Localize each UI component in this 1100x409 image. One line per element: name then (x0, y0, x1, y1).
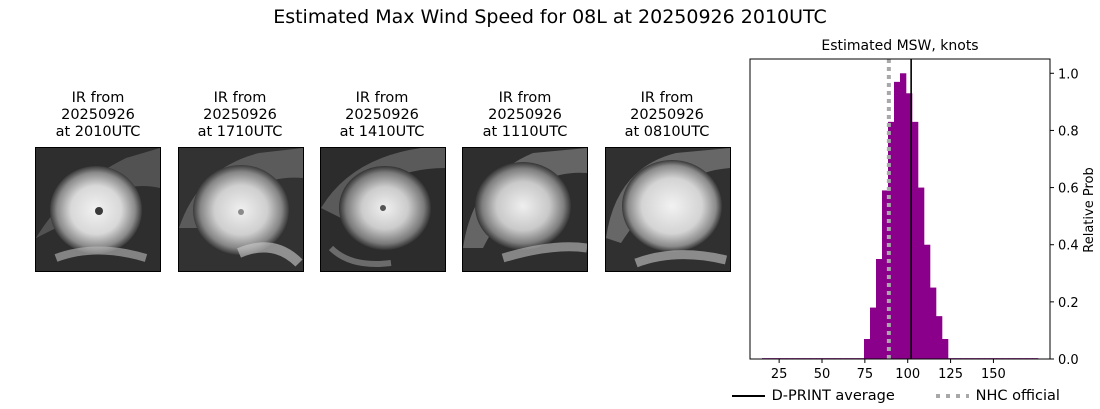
x-axis-ticks: 25 50 75 100 125 150 (771, 359, 1006, 382)
y-axis-ticks: 0.0 0.2 0.4 0.6 0.8 1.0 (1050, 67, 1079, 368)
histogram-bar (864, 339, 871, 359)
panel-label-2: IR from 20250926 at 1710UTC (197, 90, 283, 140)
x-tick-label: 75 (857, 367, 874, 382)
y-tick-label: 0.0 (1058, 353, 1079, 368)
x-tick-label: 100 (895, 367, 920, 382)
panel-label-5: IR from 20250926 at 0810UTC (624, 90, 710, 140)
histogram-bar (918, 187, 925, 359)
histogram-bar (942, 339, 949, 359)
histogram-bar (894, 81, 901, 359)
y-tick-label: 0.2 (1058, 296, 1079, 311)
y-tick-label: 0.4 (1058, 239, 1079, 254)
histogram-bar (882, 190, 889, 359)
x-tick-label: 125 (938, 367, 963, 382)
histogram-bar (888, 121, 895, 359)
panel-label-3: IR from 20250926 at 1410UTC (339, 90, 425, 140)
legend-dprint: D-PRINT average (731, 388, 895, 404)
histogram-bars (762, 73, 1039, 360)
histogram-bar (900, 73, 907, 360)
histogram-bar (906, 93, 913, 360)
y-tick-label: 0.6 (1058, 182, 1079, 197)
x-tick-label: 150 (981, 367, 1006, 382)
y-axis-label: Relative Prob (1082, 167, 1097, 252)
axes-frame (749, 58, 1051, 360)
panel-label-1: IR from 20250926 at 2010UTC (55, 90, 141, 140)
histogram-title: Estimated MSW, knots (821, 38, 978, 54)
satellite-ir-image-2 (178, 147, 304, 272)
y-tick-label: 0.8 (1058, 124, 1079, 139)
x-tick-label: 25 (771, 367, 788, 382)
satellite-ir-image-1 (35, 147, 161, 272)
histogram-bar (870, 307, 877, 359)
x-tick-label: 50 (814, 367, 831, 382)
satellite-ir-image-5 (605, 147, 731, 272)
satellite-ir-image-4 (462, 147, 588, 272)
legend-dprint-swatch (732, 395, 765, 397)
histogram-bar (912, 121, 919, 359)
panel-label-4: IR from 20250926 at 1110UTC (482, 90, 568, 140)
legend-nhc-label: NHC official (975, 388, 1060, 404)
legend-nhc: NHC official (935, 388, 1060, 404)
histogram-bar (924, 244, 931, 359)
legend-dprint-label: D-PRINT average (771, 388, 895, 404)
histogram-bar (876, 259, 883, 359)
histogram-bar (936, 316, 943, 359)
y-tick-label: 1.0 (1058, 67, 1079, 82)
legend-nhc-swatch (936, 394, 969, 398)
histogram-bar (930, 287, 937, 359)
satellite-ir-image-3 (320, 147, 446, 272)
chart-title: Estimated Max Wind Speed for 08L at 2025… (273, 6, 827, 28)
